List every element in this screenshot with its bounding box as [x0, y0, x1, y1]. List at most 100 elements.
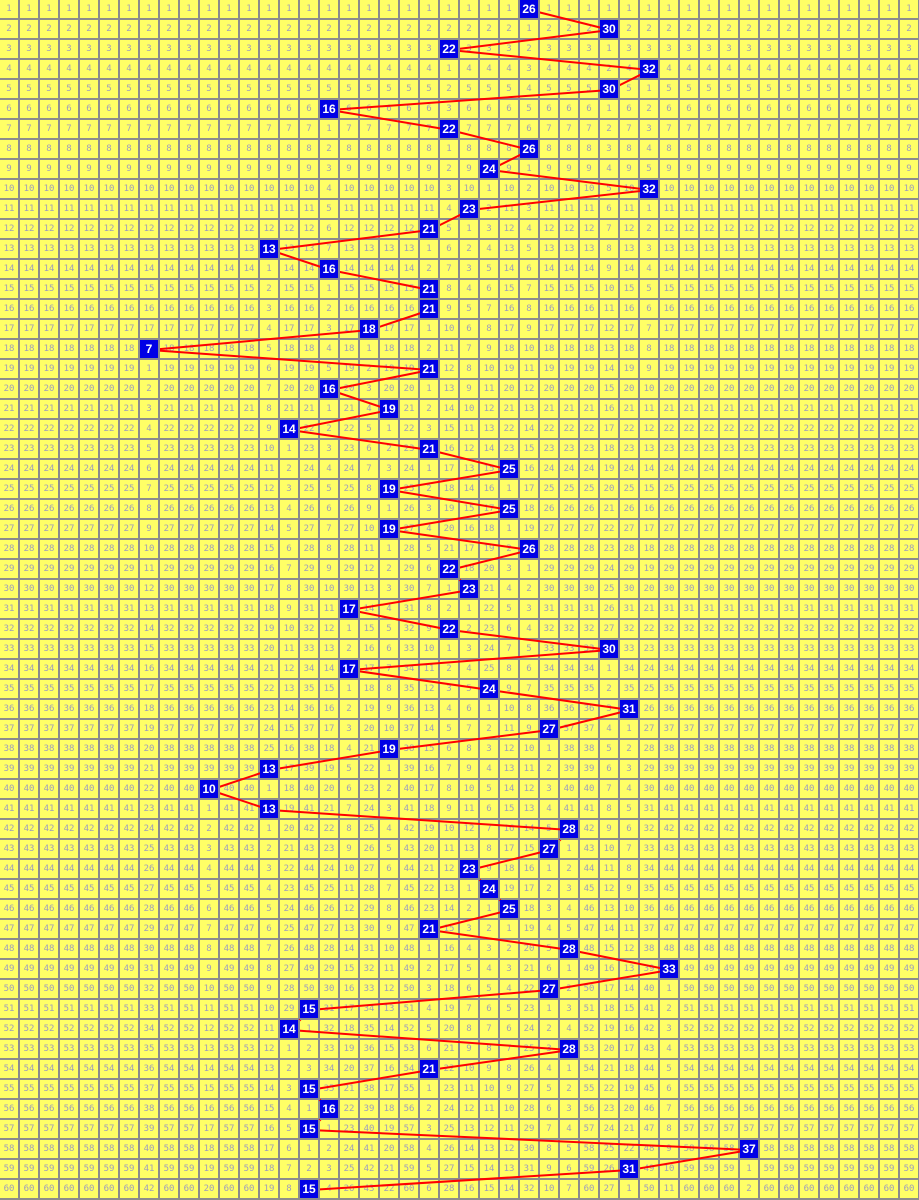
omission-cell: 31: [880, 600, 900, 620]
omission-cell: 55: [100, 1080, 120, 1100]
omission-cell: 1: [620, 1180, 640, 1200]
omission-cell: 17: [820, 320, 840, 340]
omission-cell: 19: [100, 360, 120, 380]
omission-cell: 5: [860, 80, 880, 100]
omission-cell: 53: [820, 1040, 840, 1060]
omission-cell: 6: [200, 100, 220, 120]
omission-cell: 13: [620, 240, 640, 260]
omission-cell: 50: [820, 980, 840, 1000]
omission-cell: 33: [740, 640, 760, 660]
omission-cell: 5: [440, 720, 460, 740]
omission-cell: 48: [820, 940, 840, 960]
omission-cell: 55: [680, 1080, 700, 1100]
omission-cell: 19: [820, 360, 840, 380]
omission-cell: 5: [280, 1120, 300, 1140]
omission-cell: 39: [360, 1100, 380, 1120]
omission-cell: 36: [680, 700, 700, 720]
omission-cell: 26: [180, 500, 200, 520]
omission-cell: 5: [740, 80, 760, 100]
omission-cell: 31: [300, 600, 320, 620]
omission-cell: 6: [480, 1000, 500, 1020]
omission-cell: 9: [440, 800, 460, 820]
omission-cell: 17: [200, 1120, 220, 1140]
omission-cell: 30: [660, 580, 680, 600]
omission-cell: 31: [520, 1160, 540, 1180]
omission-cell: 53: [840, 1040, 860, 1060]
omission-cell: 1: [380, 420, 400, 440]
omission-cell: 1: [480, 900, 500, 920]
omission-cell: 23: [600, 540, 620, 560]
omission-cell: 17: [380, 1080, 400, 1100]
omission-cell: 8: [460, 1020, 480, 1040]
omission-cell: 60: [100, 1180, 120, 1200]
omission-cell: 55: [860, 1080, 880, 1100]
omission-cell: 20: [240, 380, 260, 400]
omission-cell: 10: [380, 940, 400, 960]
omission-cell: 14: [480, 1160, 500, 1180]
omission-cell: 7: [140, 120, 160, 140]
omission-cell: 9: [460, 160, 480, 180]
omission-cell: 3: [220, 40, 240, 60]
omission-cell: 19: [220, 360, 240, 380]
omission-cell: 19: [620, 1080, 640, 1100]
omission-cell: 39: [300, 760, 320, 780]
omission-cell: 41: [560, 800, 580, 820]
omission-cell: 12: [500, 1140, 520, 1160]
omission-cell: 16: [360, 300, 380, 320]
omission-cell: 18: [280, 340, 300, 360]
omission-cell: 1: [420, 240, 440, 260]
omission-cell: 37: [840, 720, 860, 740]
omission-cell: 2: [740, 1180, 760, 1200]
omission-cell: 21: [420, 860, 440, 880]
omission-cell: 11: [20, 200, 40, 220]
omission-cell: 2: [640, 20, 660, 40]
omission-cell: 40: [720, 780, 740, 800]
omission-cell: 46: [660, 900, 680, 920]
omission-cell: 30: [720, 580, 740, 600]
omission-cell: 9: [440, 300, 460, 320]
omission-cell: 29: [320, 960, 340, 980]
omission-cell: 10: [480, 1080, 500, 1100]
omission-cell: 59: [860, 1160, 880, 1180]
omission-cell: 3: [420, 1120, 440, 1140]
omission-cell: 36: [160, 700, 180, 720]
omission-cell: 9: [200, 160, 220, 180]
omission-cell: 20: [260, 640, 280, 660]
omission-cell: 28: [220, 540, 240, 560]
omission-cell: 12: [400, 220, 420, 240]
omission-cell: 7: [260, 380, 280, 400]
omission-cell: 17: [280, 760, 300, 780]
omission-cell: 33: [900, 640, 919, 660]
omission-cell: 7: [740, 120, 760, 140]
omission-cell: 48: [40, 940, 60, 960]
omission-cell: 3: [420, 40, 440, 60]
omission-cell: 3: [240, 40, 260, 60]
omission-cell: 2: [300, 1040, 320, 1060]
omission-cell: 34: [700, 660, 720, 680]
omission-cell: 40: [740, 780, 760, 800]
omission-cell: 16: [200, 1100, 220, 1120]
omission-cell: 12: [60, 220, 80, 240]
omission-cell: 30: [800, 580, 820, 600]
omission-cell: 5: [60, 80, 80, 100]
omission-cell: 57: [820, 1120, 840, 1140]
omission-cell: 27: [660, 520, 680, 540]
omission-cell: 16: [640, 500, 660, 520]
omission-cell: 11: [900, 200, 919, 220]
omission-cell: 6: [820, 100, 840, 120]
omission-cell: 48: [900, 940, 919, 960]
omission-cell: 16: [240, 300, 260, 320]
omission-cell: 35: [700, 680, 720, 700]
omission-cell: 27: [280, 960, 300, 980]
omission-cell: 29: [160, 560, 180, 580]
omission-cell: 4: [500, 60, 520, 80]
omission-cell: 17: [560, 320, 580, 340]
omission-cell: 8: [160, 140, 180, 160]
omission-cell: 9: [140, 160, 160, 180]
omission-cell: 35: [860, 680, 880, 700]
omission-cell: 2: [420, 400, 440, 420]
omission-cell: 31: [580, 600, 600, 620]
omission-cell: 8: [300, 140, 320, 160]
omission-cell: 36: [400, 700, 420, 720]
omission-cell: 32: [840, 620, 860, 640]
